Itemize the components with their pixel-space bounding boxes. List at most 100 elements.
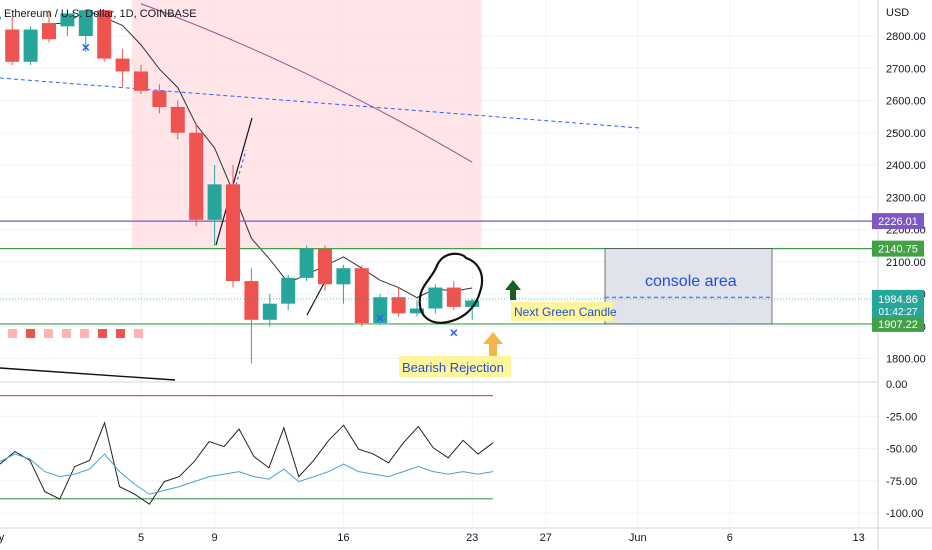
candle[interactable] <box>262 294 277 327</box>
up-arrow-icon <box>483 332 503 356</box>
candle[interactable] <box>0 10 1 42</box>
osc-tick-label: -75.00 <box>886 476 917 488</box>
price-tick-label: 1800.00 <box>886 354 926 366</box>
candle[interactable] <box>336 264 351 304</box>
price-tick-label: 2300.00 <box>886 192 926 204</box>
price-tick-label: 2800.00 <box>886 31 926 43</box>
countdown-text: 01:42:27 <box>879 307 918 318</box>
candle-body[interactable] <box>318 248 332 285</box>
candle-body[interactable] <box>373 297 388 324</box>
candle-body[interactable] <box>354 268 369 324</box>
candle-body[interactable] <box>0 16 1 20</box>
signal-square <box>44 329 53 338</box>
signal-square <box>62 329 71 338</box>
console-area-box[interactable] <box>604 248 773 325</box>
lower-trend-line[interactable] <box>0 367 176 381</box>
candle[interactable] <box>207 165 222 246</box>
osc-line-fast <box>0 421 494 505</box>
x-marker-icon <box>82 43 90 51</box>
candle-body[interactable] <box>5 29 20 62</box>
candle[interactable] <box>152 84 167 114</box>
candle-body[interactable] <box>42 23 56 40</box>
candle-body[interactable] <box>262 303 277 320</box>
candle-body[interactable] <box>428 287 443 309</box>
ma-slow-line <box>140 3 473 163</box>
candle-body[interactable] <box>244 281 259 320</box>
candle-body[interactable] <box>134 71 148 91</box>
candle[interactable] <box>391 287 406 317</box>
candle[interactable] <box>226 165 240 288</box>
candle[interactable] <box>134 65 148 95</box>
signal-square <box>98 329 107 338</box>
time-tick-label: Jun <box>629 532 647 544</box>
candle-body[interactable] <box>336 268 351 285</box>
candle-body[interactable] <box>226 184 240 282</box>
price-label-text: 2140.75 <box>878 244 918 256</box>
x-marker-icon <box>376 314 384 322</box>
candle[interactable] <box>299 245 314 282</box>
next-green-candle-highlight <box>511 302 613 321</box>
dashed-trendline <box>0 77 641 129</box>
time-axis[interactable]: May 5 9 16 23 27 Jun 6 13 <box>0 532 865 544</box>
candle[interactable] <box>97 10 112 62</box>
oscillator-axis[interactable]: 0.00 -25.00 -50.00 -75.00 -100.00 <box>886 379 923 520</box>
candle-body[interactable] <box>410 308 424 314</box>
candle[interactable] <box>446 281 461 311</box>
candle[interactable] <box>115 48 130 88</box>
time-tick-label: May <box>0 532 5 544</box>
channel-line-1[interactable] <box>215 117 253 246</box>
candle-body[interactable] <box>465 300 480 307</box>
price-label-text: 2226.01 <box>878 216 918 228</box>
candle[interactable] <box>78 10 93 53</box>
price-label-box <box>872 213 924 230</box>
candle[interactable] <box>281 274 296 311</box>
candle-body[interactable] <box>60 13 75 27</box>
candle[interactable] <box>5 16 20 66</box>
price-axis-background <box>878 0 932 550</box>
bearish-rejection-highlight <box>399 356 511 377</box>
candle-body[interactable] <box>78 10 93 36</box>
candles[interactable] <box>0 10 480 364</box>
candle-body[interactable] <box>189 132 204 220</box>
x-marker-icon <box>450 329 458 337</box>
price-label-box <box>872 240 924 257</box>
osc-line-slow <box>0 453 494 495</box>
candle-body[interactable] <box>97 10 112 59</box>
rejection-circle-drawing[interactable] <box>418 252 484 324</box>
candle-body[interactable] <box>446 287 461 307</box>
price-label-text: 1907.22 <box>878 319 918 331</box>
osc-tick-label: 0.00 <box>886 379 907 391</box>
candle-body[interactable] <box>391 297 406 314</box>
candle-body[interactable] <box>281 277 296 304</box>
osc-tick-label: -100.00 <box>886 508 923 520</box>
candle[interactable] <box>318 245 332 291</box>
bearish-rejection-label: Bearish Rejection <box>402 360 504 375</box>
time-tick-label: 13 <box>852 532 864 544</box>
candle[interactable] <box>373 294 388 325</box>
price-tick-label: 2400.00 <box>886 160 926 172</box>
price-tick-label: 2700.00 <box>886 63 926 75</box>
candle-body[interactable] <box>299 248 314 278</box>
candle[interactable] <box>189 123 204 227</box>
console-area-label: console area <box>645 273 737 290</box>
time-tick-label: 23 <box>466 532 478 544</box>
candle-body[interactable] <box>115 58 130 72</box>
candle[interactable] <box>170 100 185 140</box>
time-tick-label: 5 <box>138 532 144 544</box>
candle[interactable] <box>42 10 56 43</box>
candle[interactable] <box>244 268 259 364</box>
candle[interactable] <box>410 300 424 317</box>
candle[interactable] <box>354 264 369 327</box>
candle-body[interactable] <box>23 29 38 62</box>
candle-body[interactable] <box>152 90 167 107</box>
price-tick-label: 2100.00 <box>886 257 926 269</box>
signal-square <box>8 329 17 338</box>
candle-body[interactable] <box>207 184 222 220</box>
candle-body[interactable] <box>170 106 185 133</box>
signal-square <box>80 329 89 338</box>
candle[interactable] <box>23 26 38 66</box>
candle[interactable] <box>60 10 75 36</box>
green-up-arrow-icon <box>505 280 521 300</box>
